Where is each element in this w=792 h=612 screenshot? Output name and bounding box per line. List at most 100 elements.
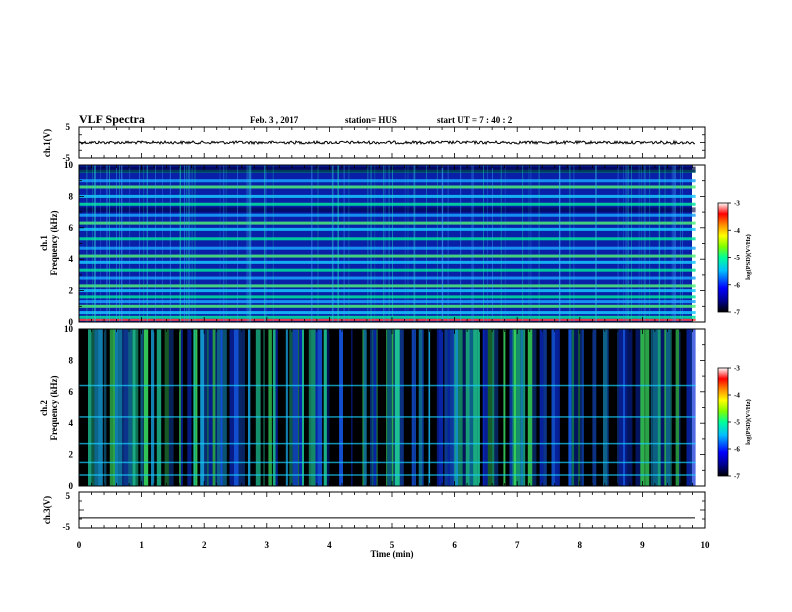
spectral-column [208,329,213,486]
spectral-streak [559,165,560,322]
spectral-gap [79,207,696,213]
spectral-streak [640,165,642,322]
spectral-column [272,329,276,486]
ch2-spectrogram-ylabel-frequency: Frequency (kHz) [49,375,59,440]
spectral-band [79,213,696,217]
spectral-band [79,311,696,315]
y-tick-label: 0 [69,317,74,327]
x-axis-label: Time (min) [370,549,413,559]
spectral-streak [94,165,96,322]
spectral-column [200,329,205,486]
spectral-streak [623,165,624,322]
spectral-streak [331,165,333,322]
spectral-band [79,304,696,308]
x-tick-label: 10 [701,540,711,550]
y-tick-label: 8 [69,191,74,201]
spectral-column [140,329,143,486]
x-tick-label: 7 [515,540,520,550]
spectral-streak [573,165,575,322]
spectral-column [220,329,223,486]
y-tick-label: 2 [69,286,74,296]
spectral-band [79,202,696,206]
spectral-band [79,246,696,250]
spectral-streak [247,165,249,322]
spectral-streak [407,165,409,322]
spectral-streak [522,165,524,322]
spectral-column [675,329,679,486]
spectral-streak [659,165,661,322]
spectral-column [91,329,95,486]
spectral-streak [671,165,673,322]
spectral-streak [264,165,265,322]
spectral-band [79,315,696,319]
spectral-streak [392,165,393,322]
spectral-band [79,185,696,189]
ch1-spectrogram-ticks [78,164,706,323]
spectral-column [513,329,517,486]
spectral-column [363,329,367,486]
ch3-ylabel: ch.3(V) [42,496,52,524]
spectral-streak [643,165,645,322]
spectral-streak [560,165,561,322]
spectral-streak [155,165,156,322]
ch2-spectrogram-ylabel-channel: ch.2 [39,400,49,416]
spectral-column [98,329,103,486]
spectral-streak [649,165,651,322]
spectral-column [482,329,485,486]
spectral-streak [116,165,117,322]
spectral-column [123,329,129,486]
spectral-column [582,329,584,486]
spectral-streak [121,165,122,322]
ch2-colorbar-ticks: -3 -4 -5 -6 -7 [728,365,740,481]
spectral-streak [147,165,148,322]
spectral-streak [626,165,628,322]
spectral-column [578,329,580,486]
spectral-streak [447,165,449,322]
spectral-column [418,329,423,486]
spectral-column [494,329,499,486]
spectral-column [362,329,364,486]
spectral-column [670,329,672,486]
spectral-column [118,329,123,486]
spectral-streak [631,165,632,322]
spectral-streak [250,165,252,322]
spectral-streak [664,165,666,322]
spectral-column [557,329,560,486]
spectral-column [447,329,450,486]
spectral-streak [370,165,372,322]
spectral-streak [487,165,488,322]
waveform-line [78,139,695,146]
spectral-column [619,329,623,486]
spectral-column [302,329,304,486]
colorbar-tick-label: -3 [734,365,740,373]
spectral-streak [404,165,406,322]
spectral-streak [442,165,444,322]
spectral-streak [119,165,120,322]
spectral-streak [109,165,110,322]
spectral-streak [436,165,438,322]
spectral-column [592,329,597,486]
ch1-ytick-top: 5 [66,122,71,132]
spectral-column [109,329,113,486]
colorbar-tick-label: -4 [734,227,740,235]
spectral-column [438,329,444,486]
spectral-streak [674,165,676,322]
spectral-column [568,329,572,486]
spectral-streak [384,165,386,322]
spectral-column [512,329,514,486]
x-tick-label: 5 [390,540,395,550]
spectral-streak [383,165,385,322]
x-tick-label: 3 [265,540,270,550]
spectral-column [657,329,661,486]
spectral-streak [237,165,238,322]
spectral-column [164,329,169,486]
spectral-streak [471,165,473,322]
spectral-column [449,329,454,486]
spectral-column [411,329,415,486]
spectral-column [477,329,480,486]
spectral-streak [332,165,334,322]
spectral-streak [682,165,683,322]
spectral-column [311,329,316,486]
spectral-band [79,284,696,288]
figure-title: VLF Spectra [79,112,145,126]
